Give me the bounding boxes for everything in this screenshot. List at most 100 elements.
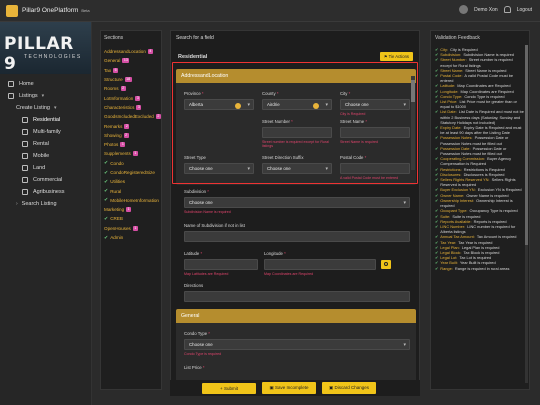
clear-icon[interactable] [313, 102, 319, 109]
validation-item[interactable]: ✔ Range: Range is required in rural areas [435, 266, 525, 271]
section-link[interactable]: LotInformation 3 [104, 93, 158, 102]
address-scrollbar-thumb[interactable] [411, 80, 415, 102]
section-link[interactable]: AddressandLocation 4 [104, 47, 158, 56]
section-link[interactable]: Tax 6 [104, 66, 158, 75]
section-link[interactable]: Remarks 2 [104, 121, 158, 130]
nav-item-land[interactable]: Land [0, 162, 91, 174]
nav-item-listings[interactable]: Listings ▾ [0, 90, 91, 102]
save-incomplete-button[interactable]: ▣ Save Incomplete [262, 382, 316, 394]
validation-item[interactable]: ✔ Buyer Exclusion YN: Exclusion YN is Req… [435, 187, 525, 192]
section-link[interactable]: Characteristics 3 [104, 103, 158, 112]
notification-bell-icon[interactable] [503, 6, 511, 13]
validation-item[interactable]: ✔ Latitude: Map Coordinates are Required [435, 83, 525, 88]
nav-item-create-listing[interactable]: Create Listing ▾ [0, 102, 91, 114]
validation-item[interactable]: ✔ Legal Plan: Legal Plan is required [435, 245, 525, 250]
validation-item[interactable]: ✔ List Date: List Date is Required and mu… [435, 109, 525, 125]
section-link[interactable]: Showing 2 [104, 131, 158, 140]
user-name[interactable]: Demo Xon [474, 6, 498, 13]
validation-item[interactable]: ✔ Ownership Interest: Ownership Interest … [435, 198, 525, 208]
street-direction-select[interactable]: Choose one ▾ [262, 163, 332, 174]
postal-code-error: A valid Postal Code must be entered [340, 176, 399, 180]
validation-field: Annual Tax Amount: [440, 234, 475, 240]
subdivision-other-input[interactable] [184, 231, 410, 242]
section-link[interactable]: Photos 1 [104, 140, 158, 149]
validation-item[interactable]: ✔ LINC Number: LINC number is required fo… [435, 224, 525, 234]
validation-item[interactable]: ✔ Possession Date: Possession Date or Pos… [435, 146, 525, 156]
validation-item[interactable]: ✔ Owner Name: Owner Name is required [435, 193, 525, 198]
validation-item[interactable]: ✔ Legal Lot: Tax Lot is required [435, 255, 525, 260]
map-pin-button[interactable] [381, 260, 391, 269]
section-link[interactable]: Structure 18 [104, 75, 158, 84]
validation-item[interactable]: ✔ Year Built: Year Built is required [435, 260, 525, 265]
validation-item[interactable]: ✔ Reports Available: Reports is required [435, 219, 525, 224]
validation-item[interactable]: ✔ Condo Type: Condo Type is required [435, 94, 525, 99]
address-scrollbar[interactable] [411, 76, 415, 170]
section-link[interactable]: ✔ Rural [104, 186, 158, 195]
avatar[interactable] [459, 5, 469, 14]
section-link[interactable]: Supplements 1 [104, 149, 158, 158]
logout-link[interactable]: Logout [516, 6, 532, 13]
validation-field: Range: [440, 265, 453, 271]
nav-item-home[interactable]: Home [0, 78, 91, 90]
section-link[interactable]: Marketing 1 [104, 205, 158, 214]
section-link[interactable]: ✔ Condo [104, 159, 158, 168]
section-link[interactable]: ✔ CondoRegisteredSize [104, 168, 158, 177]
search-field-label[interactable]: Search for a field [176, 35, 214, 41]
longitude-input[interactable] [264, 259, 376, 270]
validation-item[interactable]: ✔ Street Name: Street Name is required [435, 68, 525, 73]
section-link[interactable]: OpenHouses 1 [104, 224, 158, 233]
latitude-input[interactable] [184, 259, 258, 270]
validation-item[interactable]: ✔ Legal Block: Tax Block is required [435, 250, 525, 255]
validation-item[interactable]: ✔ Cooperating Commission: Buyer Agency Co… [435, 156, 525, 166]
validation-item[interactable]: ✔ Occupant Type: Occupancy Type is requir… [435, 208, 525, 213]
section-link[interactable]: Rooms 2 [104, 84, 158, 93]
nav-item-agribusiness[interactable]: Agribusiness [0, 186, 91, 198]
validation-item[interactable]: ✔ Sellers Rights Reserved YN: Sellers Rig… [435, 177, 525, 187]
section-link[interactable]: ✔ CREB [104, 214, 158, 223]
error-count-badge: 2 [124, 123, 130, 129]
validation-scrollbar-thumb[interactable] [525, 45, 528, 245]
directions-input[interactable] [184, 291, 410, 302]
nav-item-commercial[interactable]: Commercial [0, 174, 91, 186]
validation-item[interactable]: ✔ Street Number: Street number is require… [435, 57, 525, 67]
validation-field: List Date: [440, 109, 457, 115]
validation-item[interactable]: ✔ Disclosures: Disclosures is Required [435, 172, 525, 177]
validation-item[interactable]: ✔ Suite: Suite is required [435, 214, 525, 219]
validation-item[interactable]: ✔ Restrictions: Restrictions is Required [435, 167, 525, 172]
county-select[interactable]: Airdrie ▾ [262, 99, 332, 110]
validation-item[interactable]: ✔ Annual Tax Amount: Tax Amount is requir… [435, 234, 525, 239]
street-number-input[interactable] [262, 127, 332, 138]
nav-item-rental[interactable]: Rental [0, 138, 91, 150]
section-link[interactable]: ✔ Utilities [104, 177, 158, 186]
validation-item[interactable]: ✔ Longitude: Map Coordinates are Required [435, 89, 525, 94]
nav-item-search-listing[interactable]: › Search Listing [0, 198, 91, 210]
province-select[interactable]: Alberta ▾ [184, 99, 254, 110]
validation-item[interactable]: ✔ Postal Code: A valid Postal Code must b… [435, 73, 525, 83]
validation-item[interactable]: ✔ City: City is Required [435, 47, 525, 52]
check-icon: ✔ [435, 166, 439, 172]
subdivision-select[interactable]: Choose one ▾ [184, 197, 410, 208]
clear-icon[interactable] [235, 102, 241, 109]
nav-item-mobile[interactable]: Mobile [0, 150, 91, 162]
validation-item[interactable]: ✔ Expiry Date: Expiry Date is Required an… [435, 125, 525, 135]
check-icon: ✔ [435, 73, 439, 79]
validation-message: Reports is required [473, 218, 507, 224]
tie-actions-button[interactable]: ⚑ Tie Actions [379, 52, 413, 61]
validation-item[interactable]: ✔ Tax Year: Tax Year is required [435, 240, 525, 245]
condo-type-select[interactable]: Choose one ▾ [184, 339, 410, 350]
street-type-select[interactable]: Choose one ▾ [184, 163, 254, 174]
section-link[interactable]: GoodsIncludedExcluded 2 [104, 112, 161, 121]
submit-button[interactable]: + Submit [202, 382, 256, 394]
validation-item[interactable]: ✔ Subdivision: Subdivision Name is requir… [435, 52, 525, 57]
postal-code-input[interactable] [340, 163, 410, 174]
discard-changes-button[interactable]: ▣ Discard Changes [322, 382, 376, 394]
validation-item[interactable]: ✔ Possession Notes: Possession Date or Po… [435, 135, 525, 145]
city-select[interactable]: Choose one ▾ [340, 99, 410, 110]
nav-item-multi-family[interactable]: Multi-family [0, 126, 91, 138]
section-link[interactable]: ✔ Admin [104, 233, 158, 242]
street-name-input[interactable] [340, 127, 410, 138]
nav-item-residential[interactable]: Residential [0, 114, 91, 126]
section-link[interactable]: General 13 [104, 56, 158, 65]
validation-item[interactable]: ✔ List Price: List Price must be greater … [435, 99, 525, 109]
section-link[interactable]: ✔ MobileHomeInformation [104, 196, 159, 205]
